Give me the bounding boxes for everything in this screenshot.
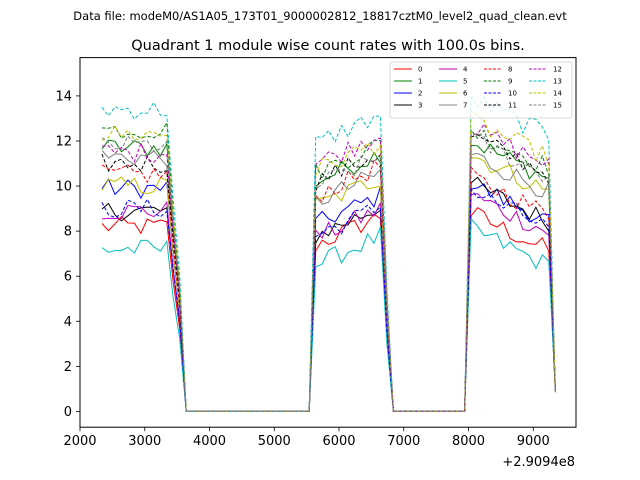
x-offset-label: +2.9094e8	[502, 455, 575, 470]
x-tick-label: 7000	[387, 434, 420, 449]
legend-label-14: 14	[553, 90, 562, 98]
series-line-5	[101, 217, 556, 412]
y-tick-label: 0	[64, 405, 72, 420]
series-line-6	[101, 157, 556, 412]
series-line-13	[101, 94, 556, 412]
series-line-10	[101, 188, 556, 412]
y-tick-label: 6	[64, 270, 72, 285]
y-tick-label: 14	[55, 89, 72, 104]
x-tick-label: 9000	[517, 434, 550, 449]
legend-label-1: 1	[418, 78, 422, 86]
y-tick-label: 10	[55, 180, 72, 195]
legend-label-10: 10	[508, 90, 517, 98]
series-line-0	[101, 207, 556, 412]
legend-label-3: 3	[418, 102, 422, 110]
axes: 2000 3000 4000 5000 6000 7000 8000 9000 0 2 4 6 8 10 1…	[55, 89, 549, 449]
series-line-8	[101, 159, 556, 412]
legend-label-2: 2	[418, 90, 422, 98]
y-tick-label: 2	[64, 360, 72, 375]
x-tick-label: 4000	[193, 434, 226, 449]
legend-label-11: 11	[508, 102, 517, 110]
legend-label-13: 13	[553, 78, 562, 86]
legend-label-12: 12	[553, 66, 562, 74]
x-tick-label: 2000	[63, 434, 96, 449]
legend-label-5: 5	[463, 78, 467, 86]
y-tick-label: 12	[55, 134, 72, 149]
series-line-4	[101, 193, 556, 412]
data-file-caption: Data file: modeM0/AS1A05_173T01_90000028…	[73, 9, 567, 23]
legend-box	[389, 61, 573, 119]
chart-title: Quadrant 1 module wise count rates with …	[131, 38, 525, 54]
y-tick-label: 4	[64, 315, 72, 330]
series-lines	[101, 94, 556, 412]
plot-frame	[79, 57, 577, 428]
series-line-14	[101, 109, 556, 412]
legend-label-8: 8	[508, 66, 512, 74]
legend-label-6: 6	[463, 90, 468, 98]
series-line-15	[101, 132, 556, 412]
legend-label-9: 9	[508, 78, 512, 86]
y-tick-label: 8	[64, 225, 72, 240]
series-line-12	[101, 123, 556, 412]
x-tick-label: 6000	[322, 434, 355, 449]
legend-label-15: 15	[553, 102, 562, 110]
series-line-11	[101, 134, 556, 412]
x-tick-label: 3000	[128, 434, 161, 449]
x-tick-label: 8000	[452, 434, 485, 449]
legend-label-0: 0	[418, 66, 422, 74]
legend-label-4: 4	[463, 66, 468, 74]
legend-label-7: 7	[463, 102, 467, 110]
x-tick-label: 5000	[258, 434, 291, 449]
